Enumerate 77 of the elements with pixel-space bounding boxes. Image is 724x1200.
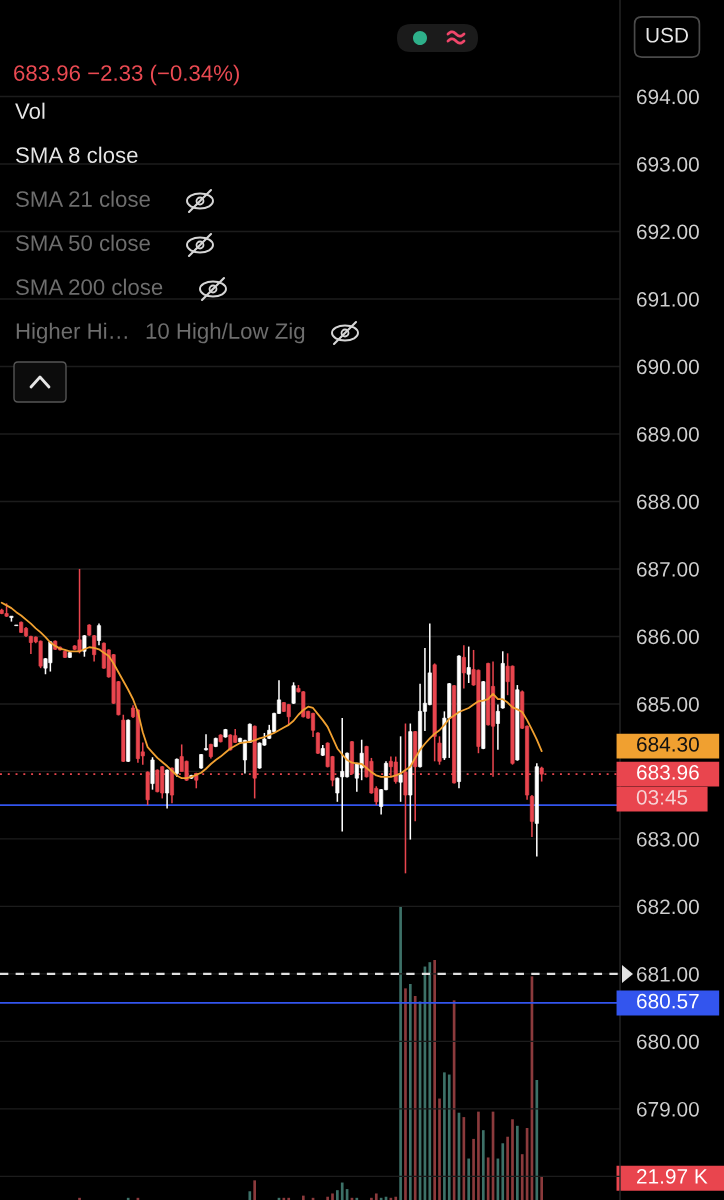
y-tick-label: 682.00 [637,899,699,915]
bar [301,1195,305,1200]
y-tick-label: 687.00 [637,561,699,577]
text: USD [646,27,688,43]
y-tick-label: 683.00 [637,831,699,847]
annotation: 683.96 −2.33 (−0.34%) [14,64,239,86]
bar [433,960,436,1200]
bar [516,1125,519,1200]
bar [447,1074,451,1200]
bar [472,1138,475,1200]
bar [486,1157,490,1200]
bar [520,1154,524,1200]
candlestick [393,755,398,785]
annotation: SMA 50 close [16,234,150,251]
bar [370,1197,373,1200]
bar [336,1190,339,1200]
bar [413,996,417,1200]
bar [511,1119,514,1200]
candlestick [461,644,466,690]
annotation: Vol [15,102,45,119]
bar [467,1158,471,1200]
bar [438,1098,441,1200]
candlestick [150,756,155,791]
candlestick [398,735,403,803]
y-tick-label: 694.00 [637,89,699,105]
bar [443,1072,446,1200]
ref-line-label: 680.57 [637,993,699,1009]
text: 03:45 [636,789,688,805]
annotation: 10 High/Low Zig [146,322,305,344]
bar [501,1143,505,1200]
candlestick [165,768,170,810]
bar [506,1136,509,1200]
y-tick-label: 693.00 [637,157,699,172]
bar [248,1191,252,1200]
bar [78,1197,81,1200]
y-tick-label: 689.00 [637,426,699,442]
bar [374,1193,378,1200]
annotation: SMA 200 close [16,278,163,295]
bar [399,906,402,1200]
y-tick-label: 679.00 [637,1101,699,1117]
y-tick-label: 685.00 [637,696,699,712]
candlestick [437,735,442,766]
candlestick [403,722,408,875]
bar [253,1180,256,1200]
candlestick [204,733,209,752]
ref-line-label: 683.96 [637,764,699,780]
y-tick-label: 680.00 [637,1034,699,1050]
text: 684.30 [637,736,699,752]
bar [535,1080,539,1200]
bar [404,988,407,1200]
bar [481,1130,485,1200]
bar [477,1111,480,1200]
bar [394,1196,398,1200]
candlestick [359,738,364,781]
bar [331,1193,334,1200]
y2-tick-label: 21.97 K [637,1169,708,1184]
y-tick-label: 688.00 [637,494,699,510]
bar [428,962,432,1200]
annotation: SMA 21 close [16,190,150,207]
bar [340,1182,344,1200]
bar [126,1197,130,1200]
bar [355,1197,359,1200]
y-tick-label: 691.00 [637,291,699,307]
candlestick [315,731,320,755]
bar [287,1197,291,1200]
bar [326,1196,329,1200]
y-tick-label: 686.00 [637,629,699,645]
candlestick [96,622,101,646]
annotation: SMA 8 close [16,146,138,163]
candlestick [291,681,296,705]
bar [409,984,412,1200]
bar [540,1176,544,1200]
candlestick [466,645,471,684]
y-tick-label: 681.00 [637,966,699,982]
y-tick-label: 692.00 [637,224,699,240]
annotation: Higher Hi… [16,322,127,344]
y-tick-label: 690.00 [637,359,699,375]
